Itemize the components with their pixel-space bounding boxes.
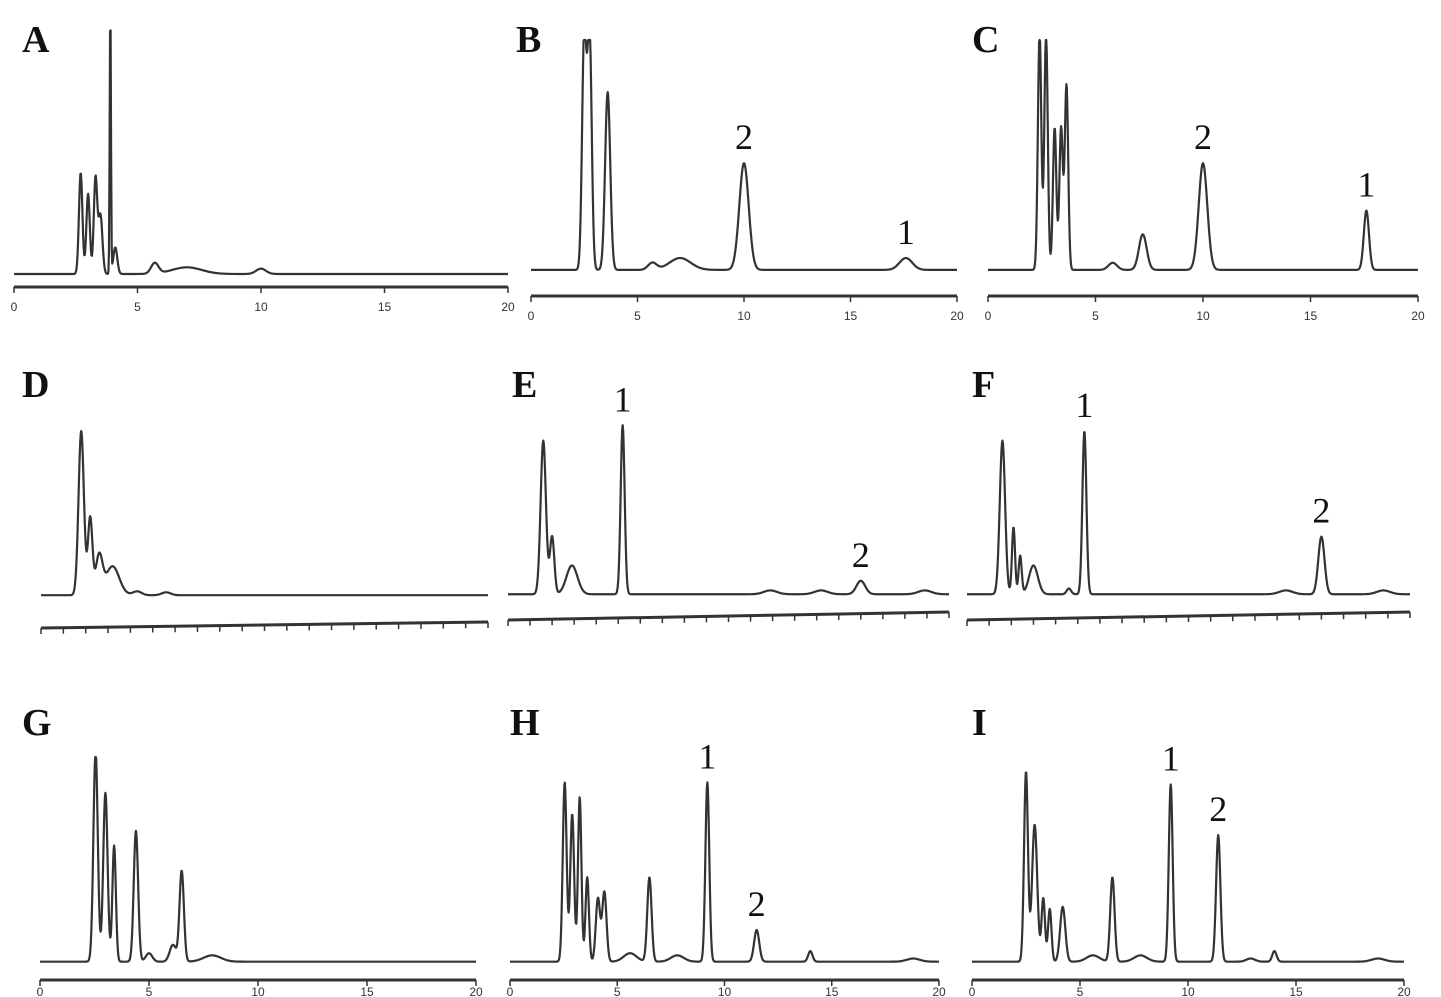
chromatogram-panel-a: A 0 5 10 15 20 — [11, 19, 515, 314]
x-tick-label: 20 — [1397, 985, 1411, 997]
x-tick-label: 20 — [469, 985, 483, 997]
peak-label: 2 — [748, 884, 766, 924]
peak-label: 1 — [897, 212, 915, 252]
x-tick-label: 20 — [1411, 309, 1425, 323]
x-tick-label: 15 — [844, 309, 858, 323]
peak-label: 2 — [1209, 789, 1227, 829]
peak-label: 2 — [1312, 491, 1330, 531]
peak-label: 2 — [735, 117, 753, 157]
peak-label: 1 — [614, 379, 632, 419]
chromatogram-trace — [507, 424, 950, 596]
peak-label: 2 — [1194, 117, 1212, 157]
panel-letter: D — [22, 364, 49, 406]
chromatogram-panel-d: D — [22, 364, 489, 634]
x-tick-label: 10 — [737, 309, 751, 323]
x-tick-label: 0 — [37, 985, 44, 997]
chromatogram-trace — [966, 431, 1411, 596]
panel-letter: H — [510, 702, 540, 744]
chromatogram-panel-h: H 0 5 10 15 20 1 2 — [507, 702, 946, 997]
x-tick-label: 0 — [985, 309, 992, 323]
chromatogram-trace — [987, 38, 1419, 271]
x-tick-label: 5 — [146, 985, 153, 997]
x-tick-label: 5 — [1077, 985, 1084, 997]
panel-letter: C — [972, 19, 999, 61]
panel-letter: F — [972, 364, 995, 406]
x-tick-label: 20 — [501, 300, 515, 314]
chromatogram-trace — [530, 38, 958, 271]
panel-letter: B — [516, 19, 541, 61]
x-tick-label: 5 — [614, 985, 621, 997]
chromatogram-panel-g: G 0 5 10 15 20 — [22, 702, 483, 997]
x-tick-label: 0 — [969, 985, 976, 997]
chromatogram-trace — [971, 771, 1405, 963]
x-tick-label: 10 — [1181, 985, 1195, 997]
chromatogram-panel-f: F 1 2 — [966, 364, 1411, 626]
x-tick-label: 0 — [11, 300, 18, 314]
x-tick-label: 20 — [932, 985, 946, 997]
x-tick-label: 5 — [1092, 309, 1099, 323]
x-tick-label: 15 — [378, 300, 392, 314]
chromatogram-panel-c: C 0 5 10 15 20 2 1 — [972, 19, 1425, 323]
x-tick-label: 15 — [360, 985, 374, 997]
panel-letter: G — [22, 702, 52, 744]
chromatogram-trace — [39, 755, 477, 963]
x-tick-label: 10 — [254, 300, 268, 314]
x-tick-label: 0 — [528, 309, 535, 323]
panel-letter: I — [972, 702, 987, 744]
x-tick-label: 15 — [1304, 309, 1318, 323]
x-tick-label: 5 — [134, 300, 141, 314]
chromatogram-trace — [509, 781, 940, 963]
x-tick-label: 10 — [251, 985, 265, 997]
x-tick-label: 0 — [507, 985, 514, 997]
peak-label: 2 — [852, 535, 870, 575]
chromatogram-panel-e: E 1 2 — [507, 364, 950, 626]
chromatogram-trace — [13, 29, 509, 276]
peak-label: 1 — [1162, 738, 1180, 778]
x-tick-label: 10 — [718, 985, 732, 997]
x-tick-label: 5 — [634, 309, 641, 323]
peak-label: 1 — [1357, 165, 1375, 205]
x-tick-label: 15 — [825, 985, 839, 997]
x-tick-label: 10 — [1196, 309, 1210, 323]
chromatogram-panel-i: I 0 5 10 15 20 12 — [969, 702, 1411, 997]
chromatogram-trace — [40, 430, 489, 597]
peak-label: 1 — [1075, 385, 1093, 425]
chromatogram-panel-b: B 0 5 10 15 20 2 1 — [516, 19, 964, 323]
x-tick-label: 20 — [950, 309, 964, 323]
peak-label: 1 — [698, 736, 716, 776]
panel-letter: A — [22, 19, 50, 61]
x-tick-label: 15 — [1289, 985, 1303, 997]
panel-letter: E — [512, 364, 537, 406]
